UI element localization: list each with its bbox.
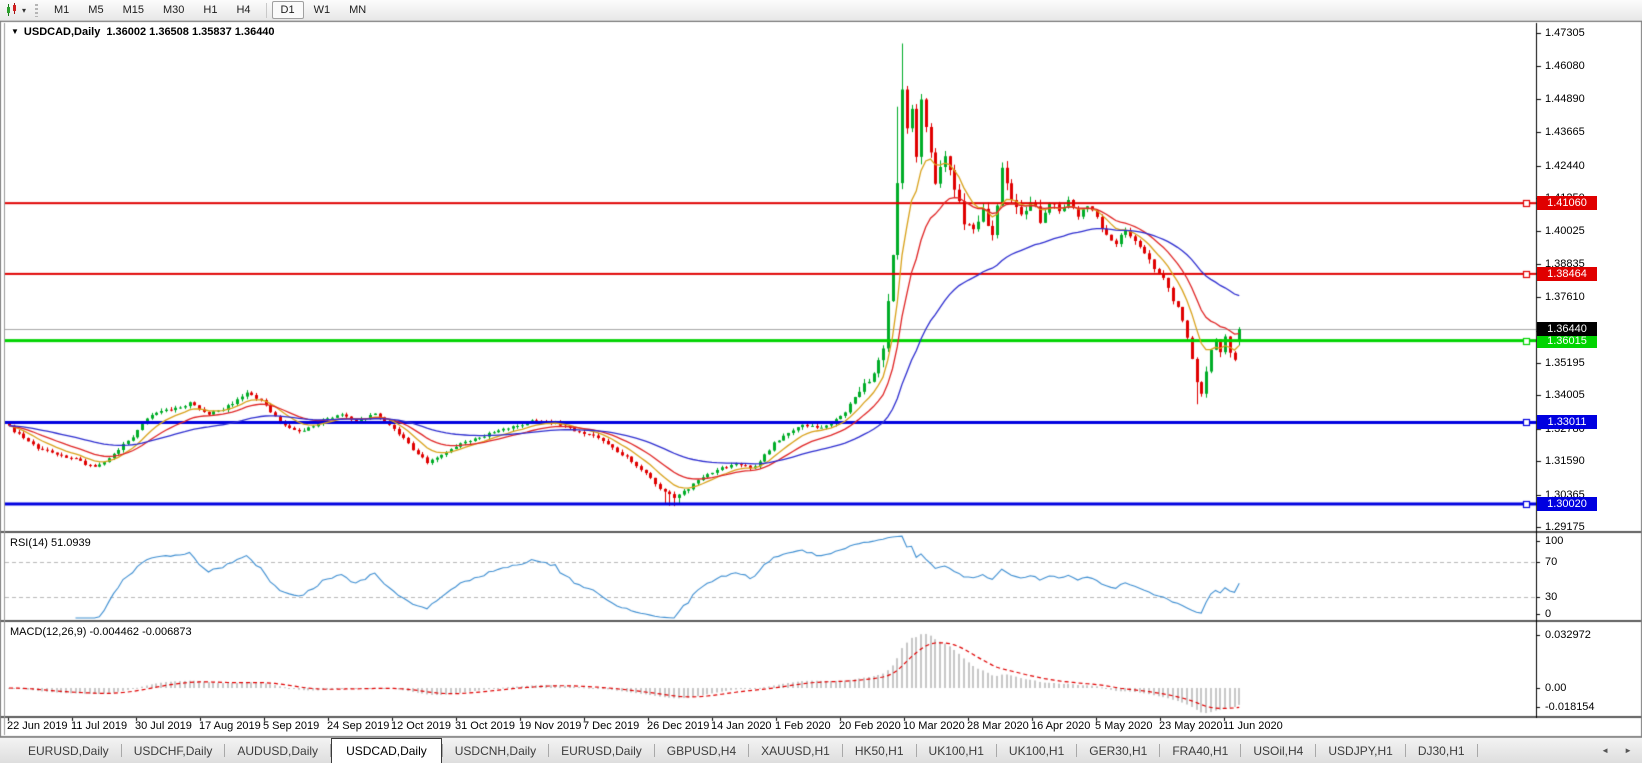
tab-divider (224, 744, 226, 757)
tab-usdchf-daily[interactable]: USDCHF,Daily (133, 743, 213, 758)
tab-usdjpy-h1[interactable]: USDJPY,H1 (1328, 743, 1393, 758)
tab-hk50-h1[interactable]: HK50,H1 (854, 743, 904, 758)
tab-uk100-h1[interactable]: UK100,H1 (1008, 743, 1065, 758)
tab-gbpusd-h4[interactable]: GBPUSD,H4 (666, 743, 737, 758)
tab-divider (120, 744, 122, 757)
tab-divider (653, 744, 655, 757)
tab-usdcnh-daily[interactable]: USDCNH,Daily (454, 743, 537, 758)
tab-scroll-buttons: ◄ ► (1601, 746, 1632, 755)
candlestick-icon (7, 3, 16, 16)
tab-divider (1476, 744, 1478, 757)
tab-uk100-h1[interactable]: UK100,H1 (928, 743, 984, 758)
timeframe-button-w1[interactable]: W1 (313, 4, 331, 16)
tab-audusd-daily[interactable]: AUDUSD,Daily (237, 743, 319, 758)
timeframe-button-h1[interactable]: H1 (203, 4, 218, 16)
tab-usoil-h4[interactable]: USOil,H4 (1253, 743, 1304, 758)
tab-divider (748, 744, 750, 757)
timeframe-button-mn[interactable]: MN (349, 4, 367, 16)
chart-type-icon[interactable] (4, 2, 20, 18)
tab-divider (548, 744, 550, 757)
timeframe-buttons: M1 M5 M15 M30 H1 H4 D1 W1 MN (45, 0, 376, 21)
toolbar-grip[interactable] (35, 3, 39, 17)
tab-divider (995, 744, 997, 757)
chart-canvas[interactable] (0, 21, 1642, 737)
tab-fra40-h1[interactable]: FRA40,H1 (1172, 743, 1229, 758)
tab-usdcad-daily[interactable]: USDCAD,Daily (331, 738, 442, 763)
toolbar-separator (265, 2, 267, 18)
tab-eurusd-daily[interactable]: EURUSD,Daily (561, 743, 642, 758)
tab-divider (841, 744, 843, 757)
timeframe-button-m5[interactable]: M5 (88, 4, 104, 16)
timeframe-button-h4[interactable]: H4 (236, 4, 251, 16)
tabs-scroll-right-icon[interactable]: ► (1624, 746, 1632, 755)
tabs-scroll-left-icon[interactable]: ◄ (1601, 746, 1610, 755)
tab-eurusd-daily[interactable]: EURUSD,Daily (28, 743, 109, 758)
main-toolbar: ▾ M1 M5 M15 M30 H1 H4 D1 W1 MN (0, 0, 1642, 21)
tab-divider (1076, 744, 1078, 757)
timeframe-button-m15[interactable]: M15 (122, 4, 144, 16)
tab-dj30-h1[interactable]: DJ30,H1 (1417, 743, 1465, 758)
tab-divider (915, 744, 917, 757)
tab-divider (1159, 744, 1161, 757)
timeframe-button-m1[interactable]: M1 (54, 4, 70, 16)
tab-divider (1404, 744, 1406, 757)
toolbar-dropdown-caret-icon[interactable]: ▾ (22, 5, 27, 15)
tab-divider (1240, 744, 1242, 757)
tab-divider (1315, 744, 1317, 757)
chart-tabs: EURUSD,Daily USDCHF,Daily AUDUSD,Daily USDC… (0, 738, 1642, 763)
tab-divider (330, 744, 332, 757)
tab-divider (441, 744, 443, 757)
timeframe-button-m30[interactable]: M30 (162, 4, 185, 16)
chart-tabbar: EURUSD,Daily USDCHF,Daily AUDUSD,Daily USDC… (0, 737, 1642, 763)
timeframe-button-d1[interactable]: D1 (271, 1, 304, 19)
tab-ger30-h1[interactable]: GER30,H1 (1089, 743, 1148, 758)
tab-xauusd-h1[interactable]: XAUUSD,H1 (761, 743, 830, 758)
